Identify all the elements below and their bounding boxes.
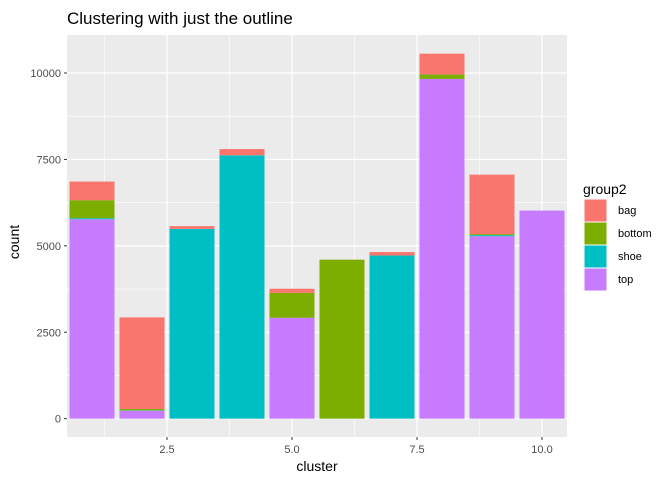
bar-segment-top-cluster-1 — [69, 219, 115, 419]
bar-segment-bag-cluster-7 — [369, 252, 415, 256]
legend-label-bottom: bottom — [618, 228, 652, 240]
bar-segment-bottom-cluster-6 — [319, 259, 365, 419]
x-tick-label: 5.0 — [284, 444, 299, 456]
legend-key-top — [583, 267, 608, 292]
bar-segment-bag-cluster-1 — [69, 181, 115, 201]
y-tick-label: 2500 — [37, 327, 61, 339]
x-tick-label: 7.5 — [409, 444, 424, 456]
legend-key-bottom — [583, 221, 608, 246]
y-tick-label: 10000 — [30, 68, 61, 80]
x-tick-label: 10.0 — [531, 444, 552, 456]
bar-segment-bottom-cluster-1 — [69, 200, 115, 219]
bar-segment-top-cluster-9 — [469, 236, 515, 419]
legend-key-shoe — [583, 244, 608, 269]
x-tick-label: 2.5 — [159, 444, 174, 456]
legend-label-bag: bag — [618, 205, 636, 217]
bar-segment-shoe-cluster-7 — [369, 255, 415, 419]
bar-segment-bottom-cluster-2 — [119, 409, 165, 411]
bar-segment-shoe-cluster-4 — [219, 155, 265, 419]
bar-segment-bag-cluster-3 — [169, 226, 215, 229]
bar-segment-shoe-cluster-9 — [469, 235, 515, 237]
legend: group2 bag bottom shoe top — [583, 181, 652, 292]
bar-segment-bag-cluster-4 — [219, 149, 265, 156]
bar-segment-top-cluster-2 — [119, 410, 165, 419]
bar-segment-bag-cluster-2 — [119, 317, 165, 410]
x-axis-title: cluster — [296, 458, 338, 474]
y-tick-label: 7500 — [37, 154, 61, 166]
chart-title: Clustering with just the outline — [67, 9, 293, 28]
bar-segment-top-cluster-10 — [519, 210, 565, 419]
legend-label-shoe: shoe — [618, 251, 642, 263]
x-axis: 2.5 5.0 7.5 10.0 — [159, 437, 553, 456]
bar-segment-bottom-cluster-8 — [419, 74, 465, 79]
y-tick-label: 5000 — [37, 241, 61, 253]
bar-segment-top-cluster-8 — [419, 78, 465, 419]
legend-title: group2 — [583, 181, 627, 197]
bar-segment-bottom-cluster-9 — [469, 234, 515, 236]
bar-segment-shoe-cluster-3 — [169, 228, 215, 419]
bar-segment-bag-cluster-5 — [269, 288, 315, 293]
y-tick-label: 0 — [55, 414, 61, 426]
bar-segment-bag-cluster-8 — [419, 53, 465, 75]
bar-segment-bottom-cluster-5 — [269, 292, 315, 318]
bars — [69, 53, 565, 419]
legend-key-bag — [583, 198, 608, 223]
bar-segment-top-cluster-5 — [269, 317, 315, 419]
y-axis: 0 2500 5000 7500 10000 — [30, 68, 67, 426]
bar-segment-bag-cluster-9 — [469, 174, 515, 235]
legend-label-top: top — [618, 274, 633, 286]
y-axis-title: count — [6, 225, 22, 259]
bar-segment-shoe-cluster-1 — [69, 218, 115, 220]
